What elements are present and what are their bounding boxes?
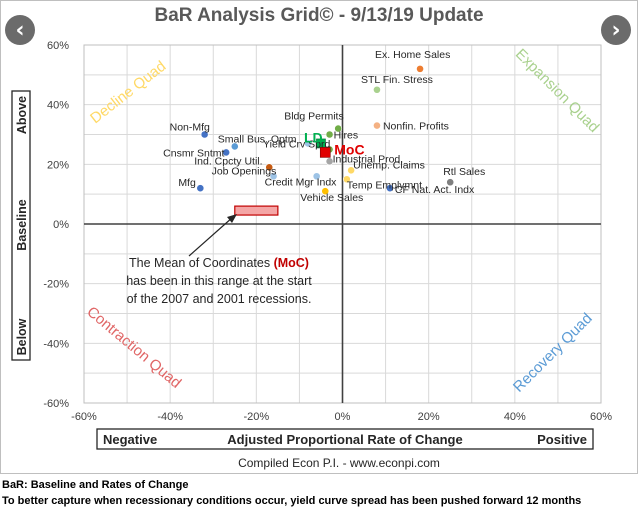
data-point-label: CF Nat. Act. Indx [395, 184, 475, 196]
chart-credit: Compiled Econ P.I. - www.econpi.com [238, 456, 440, 470]
data-point [342, 175, 351, 184]
data-point-label: Temp Emplymnt [347, 179, 422, 191]
data-point-label: Credit Mgr Indx [265, 176, 338, 188]
data-point-label: Hires [334, 130, 359, 142]
annotation-prefix: The Mean of Coordinates [129, 256, 274, 270]
x-tick-label: -20% [243, 411, 269, 423]
data-point [265, 163, 274, 172]
data-point [304, 139, 312, 148]
data-point [312, 172, 321, 181]
y-tick-label: 20% [47, 159, 69, 171]
data-point [325, 130, 334, 139]
y-axis-box [11, 90, 31, 361]
data-point [446, 178, 455, 187]
data-point-label: Ind. Cpcty Util. [194, 155, 262, 167]
previous-slide-button[interactable]: ‹ [5, 15, 35, 45]
x-axis-box-left: Negative [103, 432, 157, 447]
x-tick-label: 20% [418, 411, 440, 423]
quadrant-label: Recovery Quad [510, 310, 596, 396]
data-point [222, 148, 231, 157]
x-axis-box-center: Adjusted Proportional Rate of Change [227, 432, 462, 447]
y-tick-label: 0% [53, 219, 69, 231]
annotation-line-1: The Mean of Coordinates (MoC) [129, 256, 309, 270]
data-point [196, 184, 205, 193]
moc-marker [319, 147, 331, 158]
data-point-label: Nonfin. Profits [383, 121, 449, 133]
recession-range-box [234, 205, 279, 216]
y-axis-box-label: Baseline [15, 199, 29, 250]
y-tick-label: 40% [47, 100, 69, 112]
data-point [385, 184, 394, 193]
data-point-label: Rtl Sales [443, 166, 485, 178]
y-tick-label: -40% [43, 338, 69, 350]
data-point [325, 157, 334, 166]
data-point-label: STL Fin. Stress [361, 74, 433, 86]
x-tick-label: 40% [504, 411, 526, 423]
ld-label: LD [304, 129, 323, 145]
y-tick-label: -20% [43, 279, 69, 291]
data-point-label: Non-Mfg [170, 122, 210, 134]
next-slide-button[interactable]: › [601, 15, 631, 45]
data-point [269, 172, 278, 181]
quadrant-label: Decline Quad [87, 58, 169, 127]
data-point-label: Job Openings [212, 165, 277, 177]
y-tick-label: -60% [43, 398, 69, 410]
y-tick-label: 60% [47, 40, 69, 52]
annotation-moc-highlight: (MoC) [274, 256, 309, 270]
data-point-label: Small Bus. Optm [218, 133, 297, 145]
moc-label: MoC [334, 141, 364, 157]
data-point [200, 130, 209, 139]
bar-analysis-chart: Decline Quad Expansion Quad Contraction Qu… [11, 40, 612, 470]
chart-frame: BaR Analysis Grid© - 9/13/19 Update ‹ › … [0, 0, 638, 474]
quadrant-label: Expansion Quad [512, 46, 602, 136]
data-point [416, 64, 424, 73]
data-point [334, 124, 343, 133]
annotation-line-2: has been in this range at the start [126, 274, 312, 288]
annotation-line-3: of the 2007 and 2001 recessions. [127, 292, 312, 306]
data-point [347, 166, 356, 175]
quadrant-label: Contraction Quad [83, 303, 184, 392]
data-point [321, 187, 330, 196]
data-point [373, 121, 381, 130]
x-tick-label: -60% [71, 411, 97, 423]
data-point-label: Vehicle Sales [300, 192, 363, 204]
data-point-label: Mfg [178, 177, 196, 189]
y-axis-box-label: Below [15, 318, 29, 355]
footer-line-2: To better capture when recessionary cond… [2, 495, 582, 507]
data-point-label: Unemp. Claims [353, 159, 425, 171]
annotation-arrowhead [227, 214, 237, 223]
data-point-label: Bldg Permits [284, 111, 344, 123]
data-point-label: Ex. Home Sales [375, 49, 450, 61]
data-point-label: Cnsmr Sntmt [163, 147, 224, 159]
data-point [230, 142, 239, 151]
footer-line-1: BaR: Baseline and Rates of Change [2, 479, 189, 491]
x-tick-label: 60% [590, 411, 612, 423]
data-point-label: Yield Crv Sprd [263, 138, 330, 150]
annotation-arrow-line [188, 216, 234, 257]
y-axis-box-label: Above [15, 96, 29, 134]
x-axis-box-right: Positive [537, 432, 587, 447]
chart-title: BaR Analysis Grid© - 9/13/19 Update [154, 5, 484, 26]
data-point [373, 85, 381, 94]
x-axis-box [96, 428, 594, 450]
x-tick-label: -40% [157, 411, 183, 423]
x-tick-label: 0% [335, 411, 351, 423]
data-point-label: Industrial Prod. [333, 153, 404, 165]
